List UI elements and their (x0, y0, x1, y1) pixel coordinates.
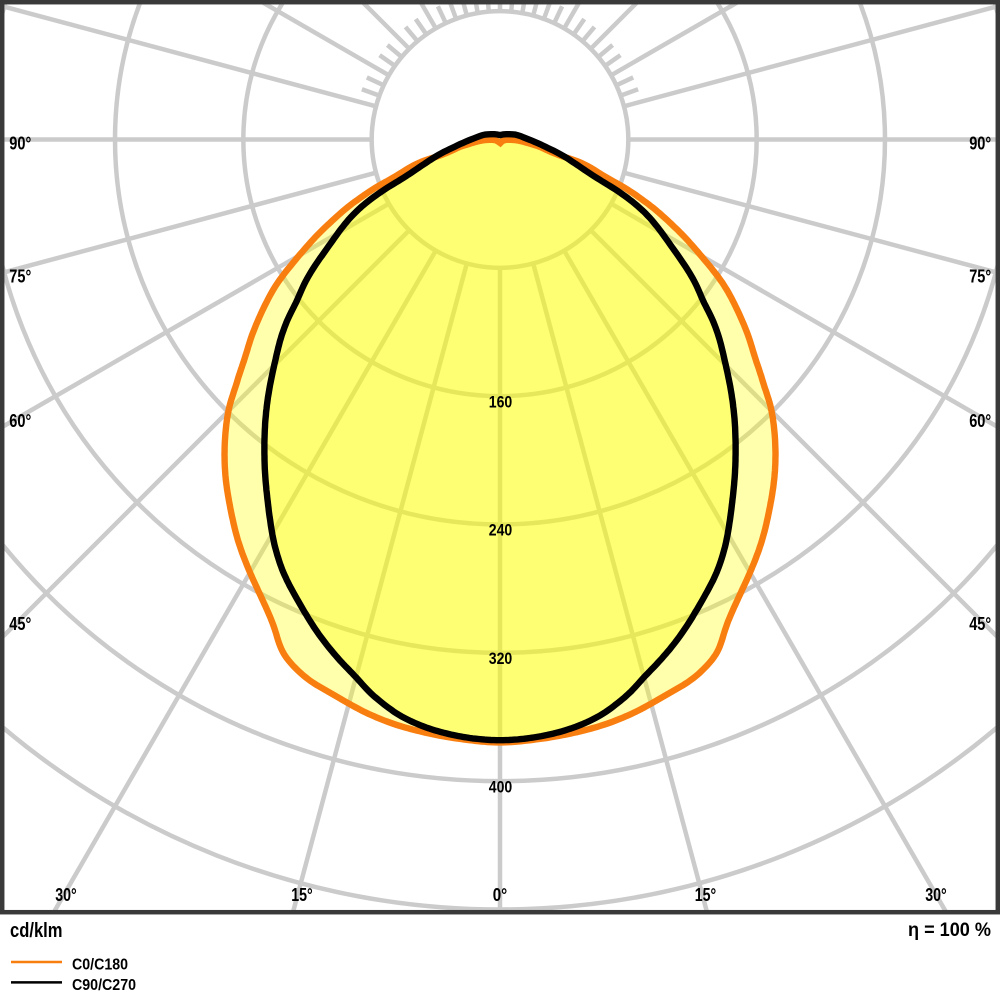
svg-text:30°: 30° (925, 885, 947, 905)
svg-text:60°: 60° (9, 411, 31, 431)
svg-text:75°: 75° (969, 267, 991, 287)
svg-text:320: 320 (489, 649, 513, 668)
svg-text:C90/C270: C90/C270 (72, 977, 136, 994)
svg-text:240: 240 (489, 521, 513, 540)
svg-text:30°: 30° (55, 885, 77, 905)
svg-text:cd/klm: cd/klm (10, 919, 63, 942)
svg-text:60°: 60° (969, 411, 991, 431)
svg-text:400: 400 (489, 777, 513, 796)
svg-text:0°: 0° (493, 885, 508, 905)
svg-text:75°: 75° (9, 267, 31, 287)
svg-text:C0/C180: C0/C180 (72, 957, 128, 974)
svg-text:45°: 45° (9, 614, 31, 634)
svg-text:15°: 15° (291, 885, 313, 905)
svg-text:45°: 45° (969, 614, 991, 634)
svg-text:90°: 90° (9, 134, 31, 154)
svg-text:15°: 15° (695, 885, 717, 905)
svg-text:η = 100 %: η = 100 % (908, 919, 991, 941)
svg-text:90°: 90° (969, 134, 991, 154)
svg-text:160: 160 (489, 392, 513, 411)
